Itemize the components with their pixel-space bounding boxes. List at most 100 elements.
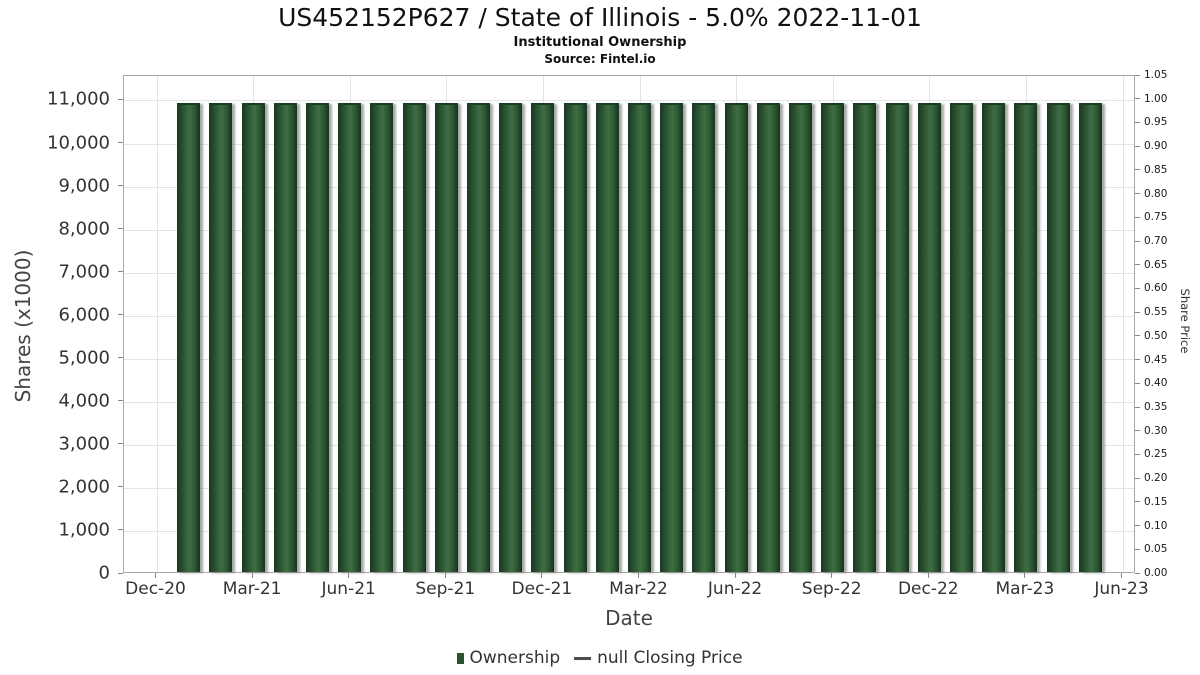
y-axis-label-left: 8,000 bbox=[58, 218, 110, 240]
y-axis-tick-right bbox=[1135, 477, 1140, 479]
x-axis-tick bbox=[348, 573, 350, 578]
y-axis-label-right: 0.35 bbox=[1144, 401, 1168, 413]
chart-title: US452152P627 / State of Illinois - 5.0% … bbox=[278, 3, 922, 32]
y-axis-tick-left bbox=[118, 486, 123, 488]
ownership-bar[interactable] bbox=[434, 102, 458, 572]
ownership-bar[interactable] bbox=[982, 102, 1006, 572]
legend-item-closing-price[interactable]: null Closing Price bbox=[574, 648, 743, 668]
y-axis-tick-right bbox=[1135, 311, 1140, 313]
y-axis-label-left: 4,000 bbox=[58, 390, 110, 412]
y-axis-label-right: 0.75 bbox=[1144, 211, 1168, 224]
y-axis-label-right: 0.70 bbox=[1144, 235, 1168, 247]
ownership-bar[interactable] bbox=[177, 102, 201, 572]
x-axis-tick bbox=[155, 573, 156, 578]
ownership-bar[interactable] bbox=[660, 102, 684, 572]
ownership-bar[interactable] bbox=[306, 102, 329, 572]
legend-item-ownership[interactable]: Ownership bbox=[457, 648, 560, 668]
y-axis-tick-right bbox=[1135, 169, 1140, 171]
y-axis-tick-right bbox=[1135, 335, 1140, 337]
y-axis-tick-right bbox=[1135, 359, 1140, 361]
chart-source: Source: Fintel.io bbox=[544, 52, 656, 66]
y-axis-label-right: 0.50 bbox=[1144, 329, 1168, 342]
y-axis-tick-right bbox=[1135, 501, 1140, 503]
y-axis-label-right: 0.10 bbox=[1144, 519, 1168, 532]
y-axis-tick-right bbox=[1135, 264, 1140, 266]
ownership-bar[interactable] bbox=[1046, 102, 1070, 572]
legend-label: null Closing Price bbox=[597, 648, 743, 668]
h-gridline bbox=[124, 100, 1134, 102]
y-axis-tick-left bbox=[118, 142, 123, 143]
x-axis-tick bbox=[1121, 573, 1122, 578]
y-axis-label-right: 1.05 bbox=[1144, 69, 1168, 81]
ownership-bar[interactable] bbox=[467, 102, 490, 572]
legend-bar-marker-icon bbox=[457, 652, 465, 664]
ownership-bar[interactable] bbox=[821, 102, 845, 572]
ownership-bar[interactable] bbox=[241, 102, 265, 572]
y-axis-label-right: 0.80 bbox=[1144, 187, 1168, 200]
y-axis-tick-right bbox=[1135, 74, 1140, 76]
y-axis-label-right: 0.05 bbox=[1144, 543, 1168, 556]
ownership-bar[interactable] bbox=[1078, 102, 1102, 572]
x-axis-tick bbox=[638, 573, 639, 578]
ownership-bar[interactable] bbox=[402, 102, 426, 572]
ownership-bar[interactable] bbox=[1014, 102, 1038, 572]
ownership-bar[interactable] bbox=[628, 102, 651, 572]
y-axis-tick-left bbox=[118, 572, 123, 574]
ownership-bar[interactable] bbox=[950, 102, 973, 572]
ownership-bar[interactable] bbox=[338, 102, 362, 572]
ownership-bar[interactable] bbox=[756, 102, 780, 572]
ownership-bar[interactable] bbox=[692, 102, 716, 572]
x-axis-label: Jun-23 bbox=[1094, 579, 1149, 599]
x-axis-label: Jun-22 bbox=[707, 579, 763, 599]
x-axis-label: Jun-21 bbox=[321, 579, 376, 599]
ownership-bar[interactable] bbox=[531, 102, 555, 572]
v-gridline bbox=[1122, 76, 1124, 572]
y-axis-label-right: 0.90 bbox=[1144, 140, 1168, 153]
y-axis-tick-left bbox=[118, 185, 123, 186]
ownership-bar[interactable] bbox=[370, 102, 394, 572]
x-axis-label: Mar-23 bbox=[995, 579, 1055, 599]
v-gridline bbox=[156, 76, 158, 572]
y-axis-tick-left bbox=[118, 271, 123, 273]
y-axis-label-right: 0.40 bbox=[1144, 377, 1168, 390]
ownership-bar[interactable] bbox=[917, 102, 941, 572]
x-axis-label: Mar-21 bbox=[222, 579, 282, 599]
x-axis-tick bbox=[831, 573, 833, 578]
ownership-bar[interactable] bbox=[789, 102, 812, 572]
y-axis-label-right: 0.30 bbox=[1144, 424, 1168, 437]
y-axis-label-right: 0.45 bbox=[1144, 353, 1168, 366]
y-axis-label-right: 0.25 bbox=[1144, 448, 1168, 461]
ownership-bar[interactable] bbox=[885, 102, 909, 572]
plot-area bbox=[123, 75, 1135, 573]
y-axis-tick-right bbox=[1135, 121, 1140, 123]
ownership-bar[interactable] bbox=[595, 102, 619, 572]
y-axis-tick-right bbox=[1135, 240, 1140, 242]
y-axis-label-left: 7,000 bbox=[58, 261, 110, 283]
y-axis-label-right: 1.00 bbox=[1144, 92, 1168, 105]
ownership-bar[interactable] bbox=[853, 102, 877, 572]
x-axis-label: Sep-21 bbox=[415, 579, 476, 599]
y-axis-tick-right bbox=[1135, 382, 1140, 384]
y-axis-tick-left bbox=[118, 98, 123, 100]
legend: Ownership null Closing Price bbox=[0, 645, 1200, 671]
ownership-bar[interactable] bbox=[724, 102, 748, 572]
y-axis-tick-right bbox=[1135, 453, 1140, 455]
y-axis-label-right: 0.15 bbox=[1144, 495, 1168, 508]
y-axis-label-left: 3,000 bbox=[58, 433, 110, 455]
chart-subtitle: Institutional Ownership bbox=[513, 35, 687, 50]
ownership-bar[interactable] bbox=[273, 102, 297, 572]
y-axis-label-right: 0.55 bbox=[1144, 306, 1168, 319]
ownership-bar[interactable] bbox=[499, 102, 523, 572]
y-axis-tick-right bbox=[1135, 572, 1140, 574]
y-axis-tick-left bbox=[118, 357, 123, 359]
ownership-bar[interactable] bbox=[563, 102, 587, 572]
x-axis-tick bbox=[1024, 573, 1026, 578]
y-axis-tick-right bbox=[1135, 193, 1140, 195]
y-axis-label-left: 1,000 bbox=[58, 519, 110, 541]
y-axis-label-left: 2,000 bbox=[58, 476, 110, 498]
y-axis-label-right: 0.65 bbox=[1144, 258, 1168, 271]
y-axis-tick-left bbox=[118, 228, 123, 230]
x-axis-label: Dec-21 bbox=[511, 579, 573, 599]
ownership-bar[interactable] bbox=[209, 102, 233, 572]
